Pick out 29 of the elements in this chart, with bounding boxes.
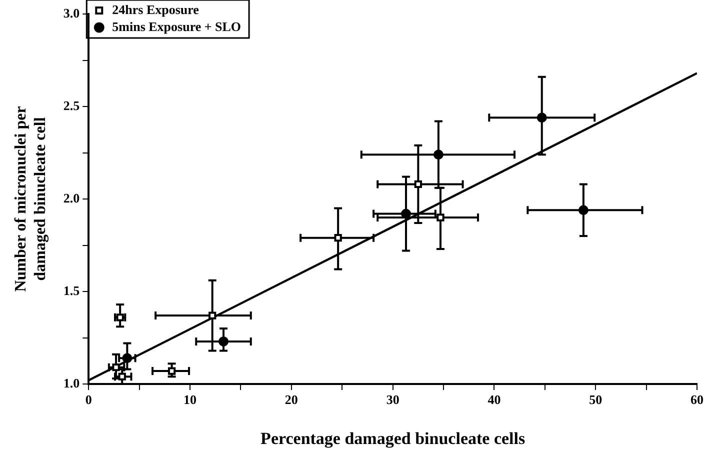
y-tick-label: 1.0 [63,375,80,390]
x-tick-label: 40 [488,392,501,408]
x-tick-label: 30 [386,392,400,408]
y-tick-label: 2.0 [63,190,80,206]
x-axis-title: Percentage damaged binucleate cells [260,429,526,448]
point [118,372,126,380]
x-tick-label: 10 [184,392,197,408]
x-tick-label: 60 [690,392,704,408]
point [536,112,547,123]
point [168,367,176,375]
point [433,150,444,160]
point [436,214,444,222]
legend-label: 5mins Exposure + SLO [112,18,242,34]
point [401,208,412,219]
y-tick-label: 3.0 [63,5,80,20]
y-tick-label: 1.5 [63,282,80,298]
point [414,180,422,188]
legend-label: 24hrs Exposure [112,2,200,17]
point [334,234,342,242]
x-tick-label: 20 [284,392,298,408]
point [578,205,588,216]
point [122,353,132,364]
x-tick-label: 0 [85,392,92,408]
x-tick-label: 50 [589,392,602,408]
point [112,364,120,372]
y-tick-label: 2.5 [63,98,80,113]
point [208,312,216,320]
point [218,336,228,346]
y-axis-title: Number of micronuclei per damaged binucleate cell [12,106,49,292]
